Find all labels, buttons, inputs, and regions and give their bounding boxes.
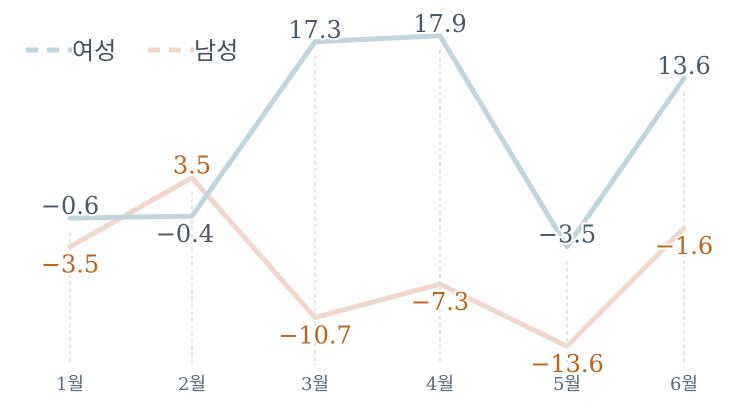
x-axis-ticks: 1월 2월 3월 4월 5월 6월 [56,374,698,395]
data-label: −0.6 [41,192,99,220]
legend-label: 여성 [72,37,116,65]
x-tick-label: 6월 [670,374,698,395]
x-tick-label: 2월 [178,374,206,395]
data-label: −1.6 [655,232,713,260]
x-tick-label: 4월 [426,374,454,395]
data-label: 17.9 [413,10,466,38]
data-label: 17.3 [288,16,341,44]
series-line [67,175,687,349]
x-tick-label: 1월 [56,374,84,395]
series-lines [67,33,687,349]
x-tick-label: 5월 [553,374,581,395]
data-label: −10.7 [278,322,352,350]
data-label: −0.4 [156,220,214,248]
legend: 여성 남성 [26,37,238,65]
series-line [67,33,687,250]
data-label: 13.6 [657,52,710,80]
data-label: −3.5 [538,221,596,249]
data-label: −13.6 [530,350,604,378]
data-label: −7.3 [411,288,469,316]
data-labels: −0.6 −0.4 17.3 17.9 −3.5 13.6 −3.5 3.5 −10.7 −7.3… [39,8,715,380]
data-label: 3.5 [173,152,211,180]
x-tick-label: 3월 [301,374,329,395]
data-label: −3.5 [41,251,99,279]
legend-label: 남성 [194,37,238,65]
